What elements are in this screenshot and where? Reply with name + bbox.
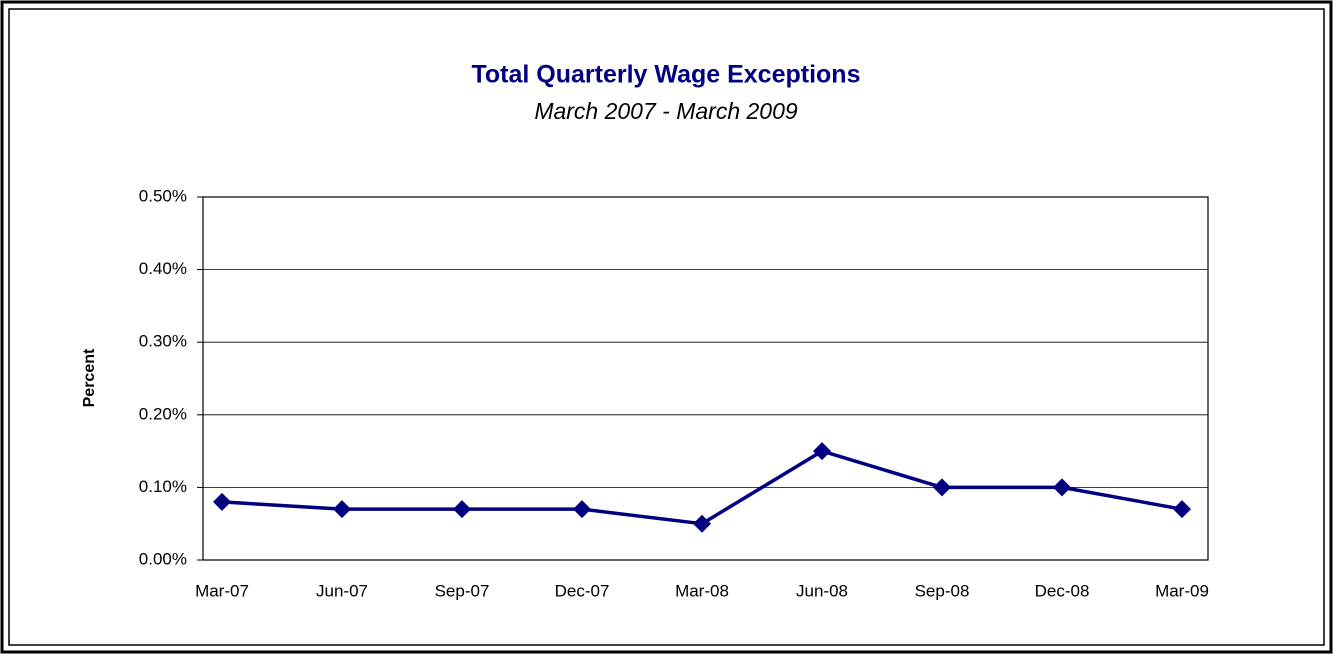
- grid: [197, 196, 1208, 561]
- y-tick-label: 0.40%: [139, 259, 187, 278]
- y-tick-label: 0.50%: [139, 186, 187, 205]
- x-tick-label: Mar-09: [1155, 581, 1209, 600]
- x-tick-label: Dec-08: [1035, 581, 1090, 600]
- y-tick-label: 0.00%: [139, 549, 187, 568]
- point-marker: [1053, 478, 1071, 497]
- inner-border: [8, 8, 1325, 646]
- x-tick-label: Sep-08: [915, 581, 970, 600]
- plot-area: [202, 196, 1209, 561]
- point-marker: [693, 514, 711, 533]
- point-marker: [1173, 500, 1191, 519]
- x-tick-label: Mar-07: [195, 581, 249, 600]
- x-tick-label: Jun-07: [316, 581, 368, 600]
- point-marker: [453, 500, 471, 519]
- point-marker: [333, 500, 351, 519]
- point-marker: [933, 478, 951, 497]
- chart-subtitle: March 2007 - March 2009: [534, 98, 798, 124]
- y-axis-label: Percent: [81, 348, 98, 407]
- point-marker: [213, 492, 231, 511]
- x-tick-label: Jun-08: [796, 581, 848, 600]
- point-marker: [573, 500, 591, 519]
- x-tick-label: Dec-07: [555, 581, 610, 600]
- y-tick-label: 0.10%: [139, 477, 187, 496]
- y-tick-label: 0.20%: [139, 404, 187, 423]
- point-marker: [813, 442, 831, 461]
- chart-title: Total Quarterly Wage Exceptions: [472, 61, 861, 89]
- x-tick-label: Sep-07: [435, 581, 490, 600]
- series: [213, 442, 1191, 533]
- y-tick-label: 0.30%: [139, 332, 187, 351]
- x-tick-label: Mar-08: [675, 581, 729, 600]
